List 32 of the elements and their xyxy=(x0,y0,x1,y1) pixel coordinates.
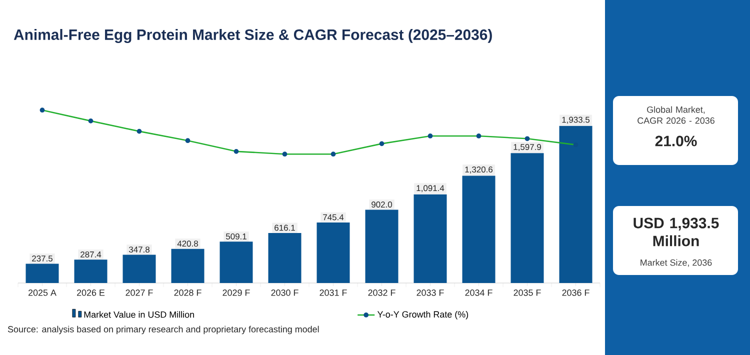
x-tick-label: 2034 F xyxy=(465,290,492,296)
x-tick-label: 2025 A xyxy=(28,290,56,296)
data-label: 1,320.6 xyxy=(465,166,493,174)
data-label: 902.0 xyxy=(372,202,392,208)
x-tick-label: 2026 E xyxy=(77,290,105,296)
data-label: 420.8 xyxy=(177,240,198,247)
text: 21.0% xyxy=(655,136,697,146)
text: Global Market, CAGR 2026 - 2036 xyxy=(638,106,714,124)
legend-label: Market Value in USD Million xyxy=(84,311,194,318)
data-label: 237.5 xyxy=(32,256,52,262)
data-label: 1,933.5 xyxy=(562,116,590,124)
data-label: 1,597.9 xyxy=(514,144,541,151)
source-note: Source: analysis based on primary research and proprietary forecasting model xyxy=(8,326,319,334)
x-tick-label: 2032 F xyxy=(368,290,396,296)
x-tick-label: 2033 F xyxy=(416,290,444,296)
data-label: 745.4 xyxy=(323,214,344,220)
x-tick-label: 2028 F xyxy=(174,290,202,296)
data-label: 1,091.4 xyxy=(416,185,444,192)
data-label: 287.4 xyxy=(80,251,102,258)
chart-title: Animal-Free Egg Protein Market Size & CAGR Forecast (2025–2036) xyxy=(14,29,492,43)
data-label: 347.8 xyxy=(128,246,150,253)
x-tick-label: 2029 F xyxy=(222,290,250,296)
text: Market Size, 2036 xyxy=(640,259,712,267)
x-tick-label: 2031 F xyxy=(320,290,347,296)
x-tick-label: 2027 F xyxy=(126,290,153,296)
x-tick-label: 2035 F xyxy=(514,290,541,296)
data-label: 616.1 xyxy=(274,224,295,231)
data-label: 509.1 xyxy=(226,233,246,240)
x-tick-label: 2030 F xyxy=(271,290,298,296)
legend-label: Y-o-Y Growth Rate (%) xyxy=(377,310,468,320)
text: USD 1,933.5 Million xyxy=(634,218,719,246)
x-tick-label: 2036 F xyxy=(562,290,590,296)
